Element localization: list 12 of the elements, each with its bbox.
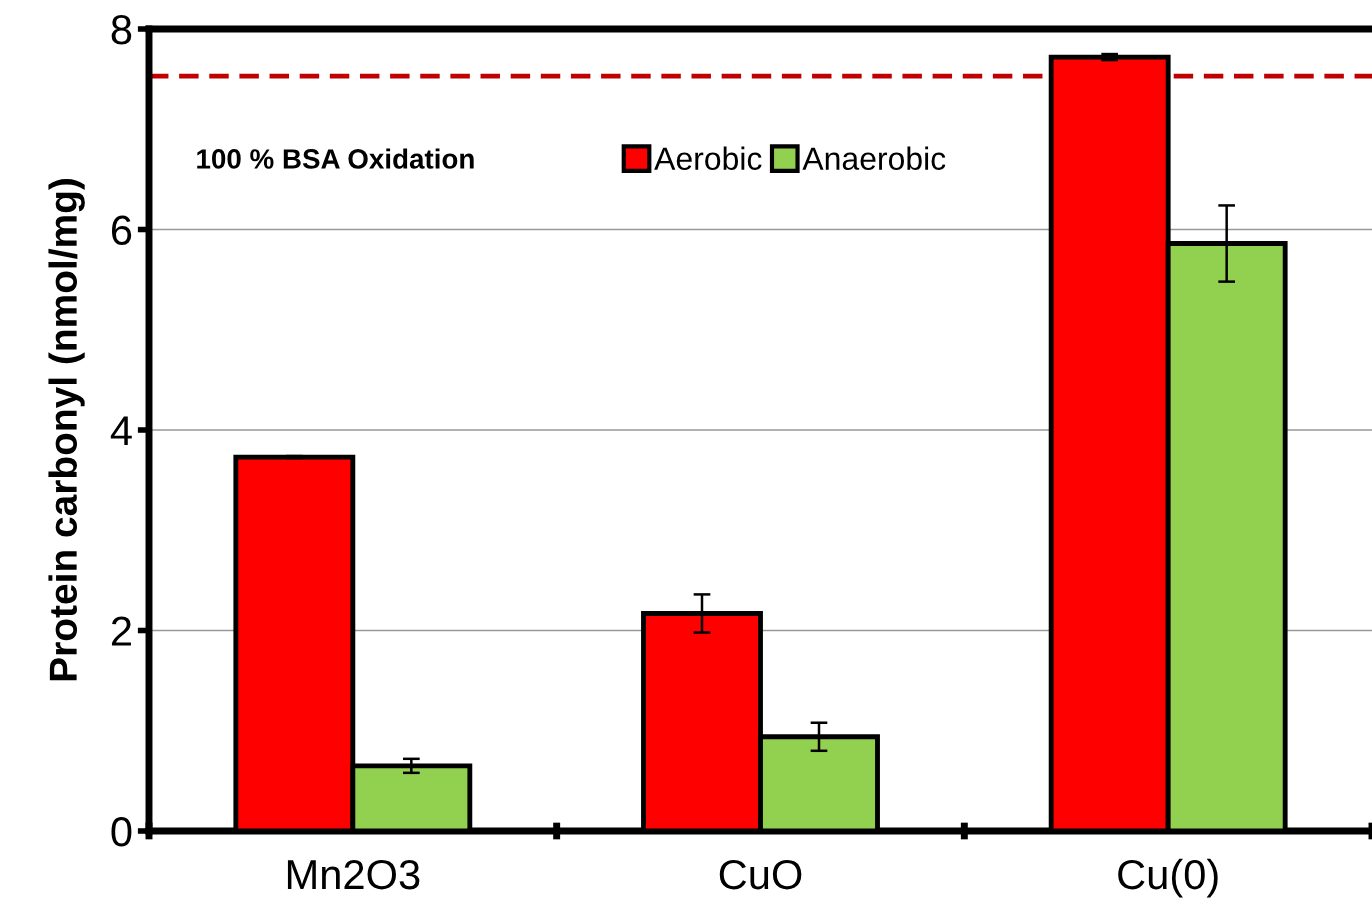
y-axis-title: Protein carbonyl (nmol/mg) [48,179,85,681]
y-tick-label: 2 [111,616,131,646]
y-tick-label: 4 [110,416,132,446]
ref-line-label: 100 % BSA Oxidation [197,148,474,169]
y-tick-label: 0 [111,817,132,847]
x-tick-label: Cu(0) [1118,858,1218,898]
y-tick-label: 6 [111,215,132,246]
y-tick-label: 8 [111,15,132,45]
x-tick-label: CuO [719,859,802,890]
legend-label: Aerobic [654,146,762,170]
x-tick-label: Mn2O3 [287,859,420,890]
legend-label: Anaerobic [802,146,946,170]
